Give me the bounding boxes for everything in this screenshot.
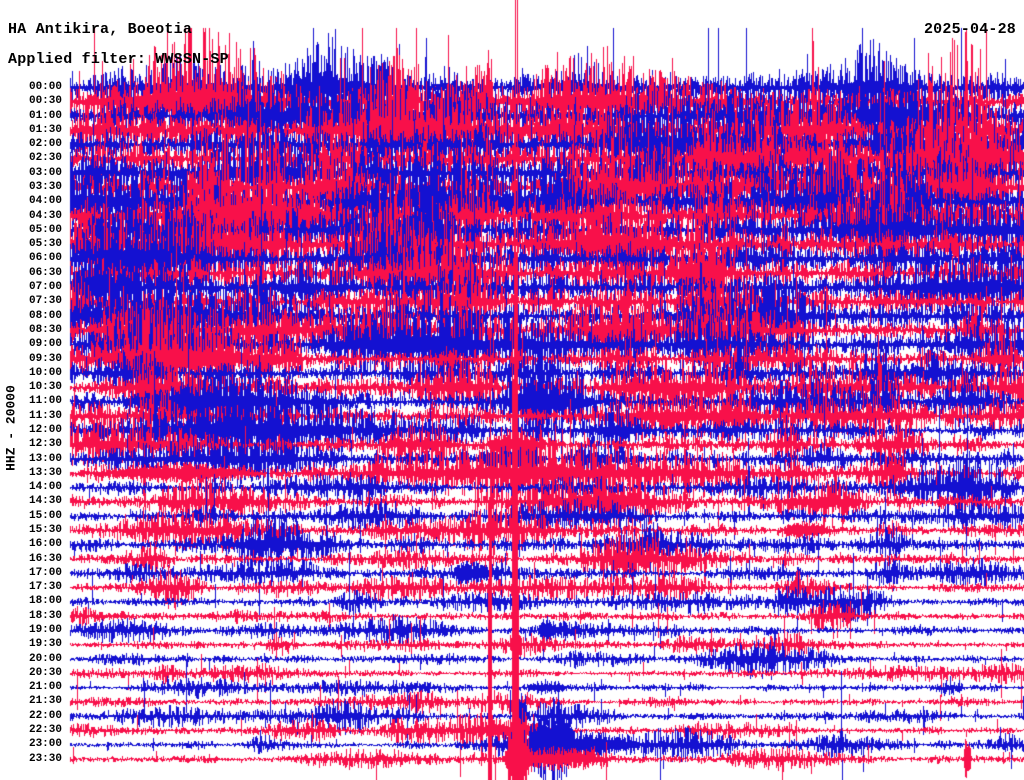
time-label: 06:30 [28,266,62,279]
time-label: 13:30 [28,466,62,479]
time-label: 12:30 [28,438,62,451]
time-label: 14:30 [28,495,62,508]
time-axis: 00:00 00:30 01:00 01:30 02:00 02:30 03:00 03:30… [0,0,62,780]
time-label: 08:30 [28,323,62,336]
time-label: 01:30 [28,123,62,136]
time-label: 04:30 [28,209,62,222]
time-label: 17:30 [28,581,62,594]
time-label: 12:00 [28,423,62,436]
time-label: 09:00 [28,338,62,351]
time-label: 19:00 [28,624,62,637]
date-label: 2025-04-28 [923,21,1016,38]
time-label: 01:00 [28,109,62,122]
time-label: 04:00 [28,195,62,208]
time-label: 03:00 [28,166,62,179]
time-label: 02:30 [28,152,62,165]
time-label: 08:00 [28,309,62,322]
time-label: 16:00 [28,538,62,551]
time-label: 06:00 [28,252,62,265]
time-label: 07:30 [28,295,62,308]
time-label: 11:30 [28,409,62,422]
time-label: 02:00 [28,138,62,151]
time-label: 22:00 [28,709,62,722]
time-label: 18:30 [28,609,62,622]
time-label: 21:00 [28,681,62,694]
time-label: 20:00 [28,652,62,665]
station-title: HA Antikira, Boeotia [8,21,193,38]
time-label: 23:30 [28,752,62,765]
time-label: 05:00 [28,223,62,236]
time-label: 19:30 [28,638,62,651]
filter-label: Applied filter: WWSSN-SP [8,51,229,68]
time-label: 10:30 [28,381,62,394]
time-label: 10:00 [28,366,62,379]
time-label: 07:00 [28,281,62,294]
time-label: 15:30 [28,523,62,536]
time-label: 17:00 [28,566,62,579]
time-label: 22:30 [28,724,62,737]
time-label: 16:30 [28,552,62,565]
time-label: 15:00 [28,509,62,522]
time-label: 18:00 [28,595,62,608]
time-label: 03:30 [28,181,62,194]
time-label: 05:30 [28,238,62,251]
time-label: 14:00 [28,481,62,494]
time-label: 20:30 [28,666,62,679]
time-label: 23:00 [28,738,62,751]
time-label: 11:00 [28,395,62,408]
time-label: 00:00 [28,81,62,93]
time-label: 21:30 [28,695,62,708]
time-label: 13:00 [28,452,62,465]
time-label: 09:30 [28,352,62,365]
time-label: 00:30 [28,95,62,108]
